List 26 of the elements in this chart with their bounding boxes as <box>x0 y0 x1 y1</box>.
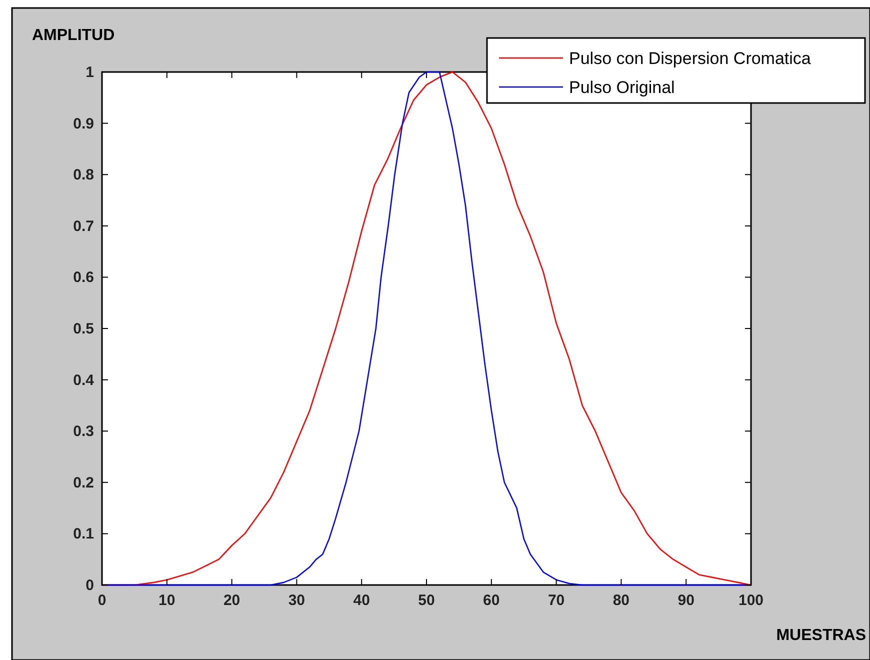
x-tick-label: 10 <box>158 592 176 609</box>
x-tick-label: 80 <box>612 592 630 609</box>
y-tick-label: 0.8 <box>73 166 94 184</box>
x-tick-label: 40 <box>353 592 370 609</box>
x-tick-label: 20 <box>223 592 240 609</box>
y-axis-title: AMPLITUD <box>32 27 115 44</box>
y-tick-label: 0.3 <box>73 423 94 440</box>
x-tick-label: 60 <box>483 592 500 609</box>
y-tick-label: 0.5 <box>73 320 94 338</box>
x-tick-label: 70 <box>548 592 565 609</box>
y-tick-label: 0.1 <box>73 526 94 543</box>
y-tick-label: 0.2 <box>73 474 94 492</box>
y-tick-label: 0.6 <box>73 269 94 286</box>
x-axis-title: MUESTRAS <box>776 627 866 644</box>
x-tick-label: 50 <box>418 592 435 609</box>
y-tick-label: 0.7 <box>73 218 94 235</box>
y-tick-label: 0 <box>86 577 94 594</box>
y-tick-label: 0.9 <box>73 115 94 132</box>
x-tick-label: 100 <box>738 592 764 609</box>
y-tick-label: 0.4 <box>73 372 95 389</box>
legend-label: Pulso con Dispersion Cromatica <box>569 49 812 68</box>
x-tick-label: 30 <box>288 592 306 609</box>
x-tick-label: 90 <box>678 592 694 609</box>
y-tick-label: 1 <box>86 64 94 81</box>
x-tick-label: 0 <box>98 592 106 609</box>
legend-label: Pulso Original <box>569 78 675 97</box>
